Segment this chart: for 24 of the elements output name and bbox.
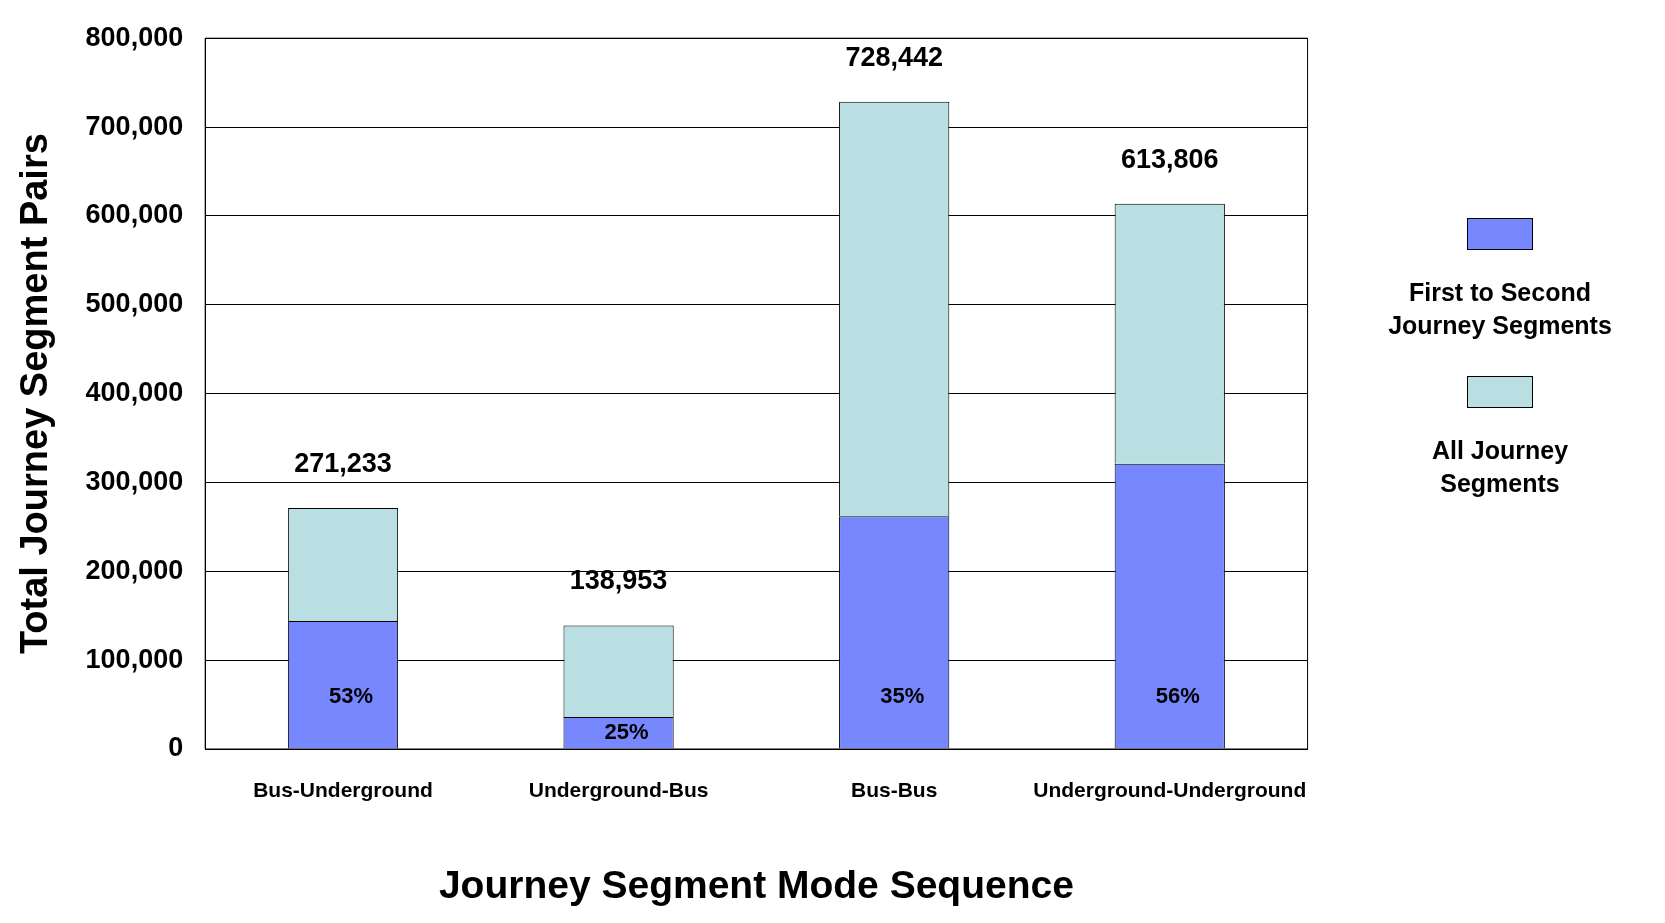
x-tick-label: Bus-Underground xyxy=(253,778,433,802)
y-tick-label: 400,000 xyxy=(85,377,184,408)
y-axis-title: Total Journey Segment Pairs xyxy=(13,133,56,655)
x-tick-label: Underground-Underground xyxy=(1033,778,1307,802)
y-tick-label: 600,000 xyxy=(85,199,184,230)
legend-label: All Journey Segments xyxy=(1430,435,1570,499)
annotation: 35% xyxy=(880,682,925,708)
total-label: 271,233 xyxy=(294,447,392,478)
annotation: 56% xyxy=(1155,682,1200,708)
total-label: 613,806 xyxy=(1120,143,1219,174)
annotation: 25% xyxy=(604,718,649,744)
y-tick-label: 800,000 xyxy=(85,21,184,52)
x-tick-label: Underground-Bus xyxy=(528,778,709,802)
total-label: 728,442 xyxy=(845,41,943,72)
legend-label: First to Second Journey Segments xyxy=(1387,277,1613,341)
y-tick-label: 0 xyxy=(168,732,184,763)
y-tick-label: 100,000 xyxy=(85,643,184,674)
x-tick-label: Bus-Bus xyxy=(851,778,938,802)
y-tick-label: 500,000 xyxy=(85,288,184,319)
x-axis-title: Journey Segment Mode Sequence xyxy=(438,863,1074,907)
y-tick-label: 200,000 xyxy=(85,554,184,585)
y-tick-label: 300,000 xyxy=(85,465,184,496)
y-tick-label: 700,000 xyxy=(85,110,184,141)
annotation: 53% xyxy=(328,682,374,708)
